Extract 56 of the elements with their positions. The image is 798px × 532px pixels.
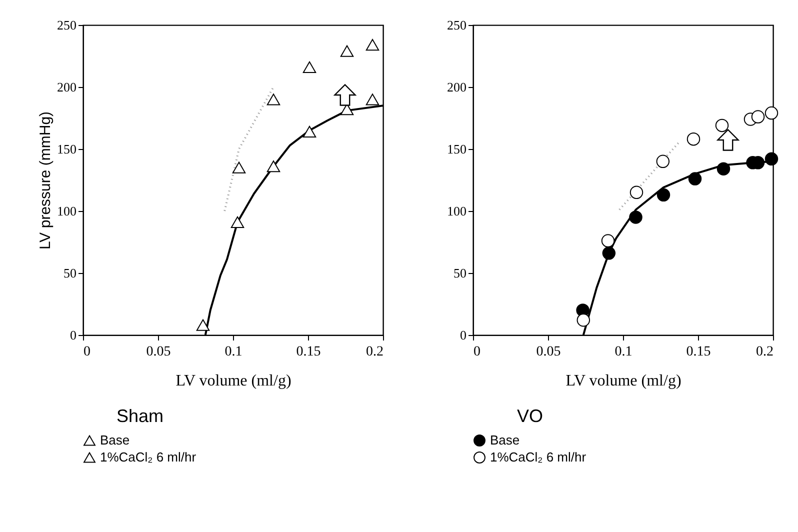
x-tick-label: 0.1 — [224, 344, 242, 360]
legend-label: 1%CaCl₂ 6 ml/hr — [490, 450, 587, 464]
x-tick-label: 0 — [474, 344, 480, 360]
point — [230, 216, 244, 228]
legend-label: Base — [490, 432, 520, 448]
point — [266, 94, 280, 106]
y-tick-label: 150 — [447, 142, 466, 156]
x-tick-label: 0.1 — [614, 344, 632, 360]
x-axis-title: LV volume (ml/g) — [566, 372, 682, 390]
point — [232, 162, 246, 174]
point — [366, 39, 380, 51]
point — [302, 61, 316, 73]
point — [629, 210, 642, 224]
point — [751, 110, 765, 124]
y-tick-label: 100 — [447, 204, 466, 218]
y-tick-label: 0 — [460, 328, 466, 342]
point — [340, 104, 354, 116]
y-tick-label: 200 — [447, 80, 466, 94]
point — [656, 154, 670, 168]
x-tick-label: 0.05 — [536, 344, 561, 360]
point — [630, 186, 644, 200]
point — [340, 45, 354, 57]
y-tick-label: 50 — [454, 266, 466, 280]
y-axis-title: LV pressure (mmHg) — [37, 111, 54, 250]
x-tick-label: 0.2 — [366, 344, 384, 360]
y-tick-label: 150 — [57, 142, 76, 156]
point — [716, 162, 730, 176]
point — [688, 172, 702, 186]
legend-label: 1%CaCl₂ 6 ml/hr — [100, 450, 197, 464]
x-tick-label: 0.15 — [686, 344, 711, 360]
x-tick-label: 0.15 — [296, 344, 321, 360]
point — [764, 106, 778, 120]
legend-title: VO — [516, 406, 544, 426]
point — [764, 152, 778, 166]
point — [715, 118, 729, 132]
legend-title: Sham — [116, 406, 164, 426]
point — [576, 314, 590, 327]
x-tick-label: 0 — [84, 344, 90, 360]
x-axis-title: LV volume (ml/g) — [176, 372, 292, 390]
point — [686, 132, 700, 146]
point — [266, 160, 280, 172]
point — [196, 319, 210, 331]
point — [366, 94, 380, 106]
y-tick-label: 100 — [57, 204, 76, 218]
y-tick-label: 0 — [70, 328, 76, 342]
x-tick-label: 0.2 — [756, 344, 774, 360]
point — [302, 126, 316, 138]
point — [656, 188, 670, 202]
y-tick-label: 50 — [64, 266, 76, 280]
x-tick-label: 0.05 — [146, 344, 171, 360]
point — [601, 234, 615, 248]
y-tick-label: 250 — [57, 18, 76, 32]
point — [602, 246, 616, 260]
y-tick-label: 250 — [447, 18, 466, 32]
y-tick-label: 200 — [57, 80, 76, 94]
legend-label: Base — [100, 432, 130, 448]
